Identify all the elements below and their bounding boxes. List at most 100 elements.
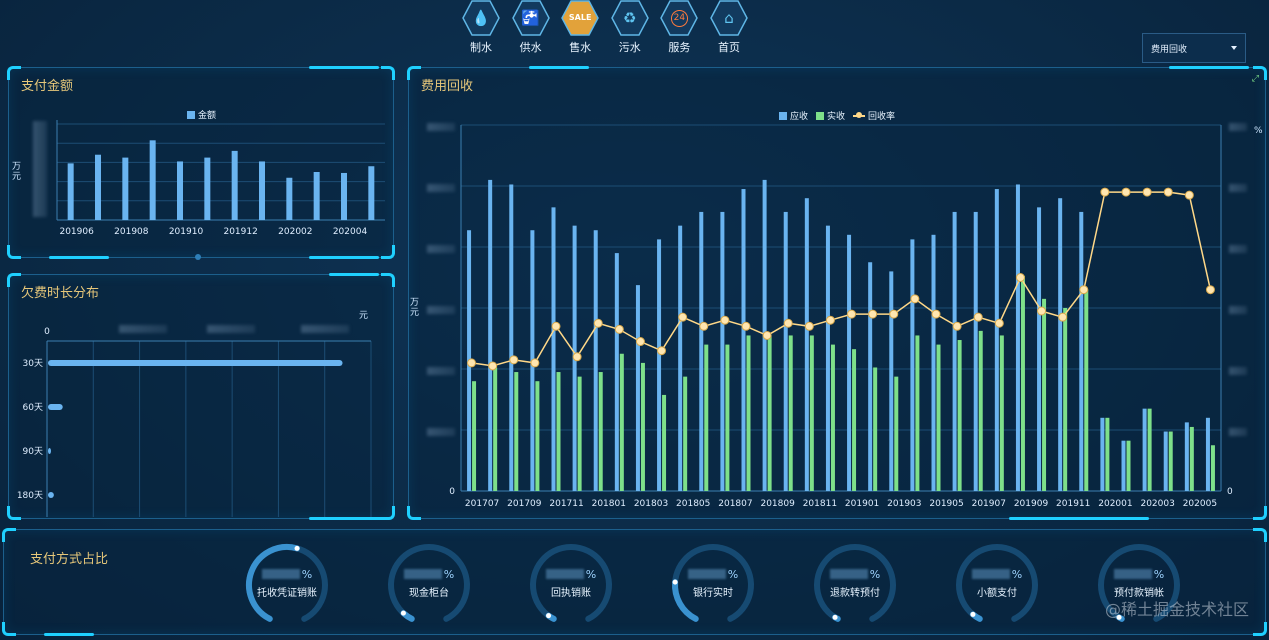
received-bar-201810 — [788, 335, 793, 491]
rate-point-201709 — [509, 355, 519, 365]
receivable-bar-201711 — [551, 207, 556, 491]
gauge-percent: % — [810, 568, 900, 581]
legend-received[interactable]: 实收 — [816, 109, 845, 122]
rate-point-201909 — [1015, 273, 1025, 282]
receivable-bar-201808 — [741, 189, 746, 492]
received-bar-201908 — [999, 335, 1004, 491]
received-bar-202001 — [1105, 417, 1110, 491]
received-bar-201807 — [725, 344, 730, 491]
rate-point-201811 — [804, 321, 814, 331]
pay-bar-201906 — [67, 163, 74, 220]
arrears-bar-0 — [48, 360, 343, 366]
gauge-0: % 托收凭证销账 — [242, 540, 332, 630]
recovery-x-label: 202001 — [1098, 499, 1132, 509]
gauge-knob — [546, 613, 552, 619]
pay-bar-201908 — [122, 157, 129, 220]
received-bar-201711 — [556, 372, 561, 491]
received-bar-201811 — [809, 335, 814, 491]
received-bar-201911 — [1063, 308, 1068, 491]
gauge-6: % 预付款销帐 — [1094, 540, 1184, 630]
recovery-x-label: 201805 — [676, 499, 710, 509]
gauge-track — [956, 544, 1038, 622]
receivable-bar-201810 — [783, 211, 788, 492]
rate-point-201903 — [889, 309, 899, 319]
gauge-label: 回执销账 — [551, 588, 591, 599]
rate-point-201802 — [614, 324, 624, 334]
rate-point-201908 — [994, 318, 1004, 328]
receivable-bar-201902 — [868, 262, 873, 491]
gauge-label: 退款转预付 — [830, 588, 880, 599]
arrears-title: 欠费时长分布 — [21, 286, 100, 301]
receivable-bar-201708 — [488, 179, 493, 491]
received-bar-201902 — [873, 367, 878, 491]
nav-item-5[interactable]: ⌂ 首页 — [708, 0, 750, 58]
rate-point-201904 — [910, 294, 920, 304]
pay-x-label: 201910 — [169, 227, 204, 237]
receivable-bar-202003 — [1142, 408, 1147, 491]
rate-point-202005 — [1184, 190, 1194, 200]
recovery-left-zero: 0 — [449, 487, 455, 497]
received-bar-201903 — [894, 376, 899, 491]
nav-item-1[interactable]: 🚰 供水 — [510, 0, 552, 58]
recovery-title: 费用回收 — [421, 79, 474, 94]
gauge-label: 现金柜台 — [409, 588, 449, 599]
arrears-panel: 欠费时长分布 元 0 30天 60天 90天 180天 — [7, 273, 395, 520]
rate-point-201712 — [572, 352, 582, 362]
rate-point-201905 — [931, 309, 941, 319]
recovery-x-label: 201907 — [972, 499, 1006, 509]
rate-point-201910 — [1037, 306, 1047, 316]
pay-bar-202001 — [259, 161, 265, 220]
legend-receivable[interactable]: 应收 — [779, 109, 808, 122]
legend-rate[interactable]: 回收率 — [853, 109, 895, 122]
gauge-percent: % — [242, 568, 332, 581]
gauge-knob — [970, 611, 976, 617]
recovery-x-label: 201803 — [634, 499, 668, 509]
rate-point-201912 — [1079, 285, 1089, 295]
payment-share-title: 支付方式占比 — [30, 552, 109, 567]
rate-point-201902 — [868, 309, 878, 319]
receivable-bar-202004 — [1163, 431, 1168, 491]
receivable-bar-201904 — [910, 239, 915, 491]
recovery-x-label: 202003 — [1140, 499, 1174, 509]
gauge-knob — [832, 614, 838, 620]
arrears-unit: 元 — [359, 311, 369, 321]
recovery-chart: 0 0 201707 201709 201711 201801 201803 201805 20… — [449, 124, 1233, 509]
nav-item-2[interactable]: SALE 售水 — [559, 0, 601, 58]
recovery-x-label: 201903 — [887, 499, 921, 509]
receivable-bar-202002 — [1121, 440, 1126, 491]
receivable-bar-201804 — [657, 239, 662, 491]
rate-point-202001 — [1100, 187, 1110, 197]
rate-point-201801 — [593, 318, 603, 328]
arrears-bar-2 — [48, 448, 51, 454]
pay-bar-201909 — [149, 140, 156, 220]
arrears-y-label: 90天 — [23, 447, 43, 457]
nav-item-0[interactable]: 💧 制水 — [460, 0, 502, 58]
rate-line — [471, 191, 1212, 367]
received-bar-201806 — [704, 344, 709, 491]
gauge-fill — [246, 544, 301, 622]
rate-point-201810 — [783, 318, 793, 328]
rate-point-201707 — [467, 358, 477, 368]
nav-item-3[interactable]: ♻ 污水 — [609, 0, 651, 58]
received-bar-201710 — [535, 381, 540, 491]
gauge-knob — [294, 545, 300, 551]
recycle-icon: ♻ — [610, 0, 649, 36]
gauge-knob — [672, 579, 678, 585]
expand-icon[interactable]: ⤢ — [1251, 74, 1259, 84]
pay-x-label: 201906 — [59, 227, 94, 237]
arrears-y-label: 60天 — [23, 403, 43, 413]
received-bar-201905 — [936, 344, 941, 491]
gauge-track — [530, 544, 612, 622]
view-select[interactable]: 费用回收 — [1142, 33, 1246, 63]
gauge-percent: % — [384, 568, 474, 581]
pay-bar-202003 — [313, 172, 320, 220]
nav-label: 首页 — [717, 41, 740, 54]
nav-item-4[interactable]: 24 服务 — [658, 0, 700, 58]
nav-label: 污水 — [618, 41, 641, 54]
gauge-track — [1098, 544, 1180, 622]
pay-bar-202004 — [341, 172, 347, 220]
pay-x-label: 202002 — [278, 227, 312, 237]
receivable-bar-201812 — [825, 225, 830, 491]
arrears-chart: 0 30天 60天 90天 180天 — [17, 327, 372, 517]
pay-amount-legend[interactable]: 金额 — [187, 108, 216, 121]
